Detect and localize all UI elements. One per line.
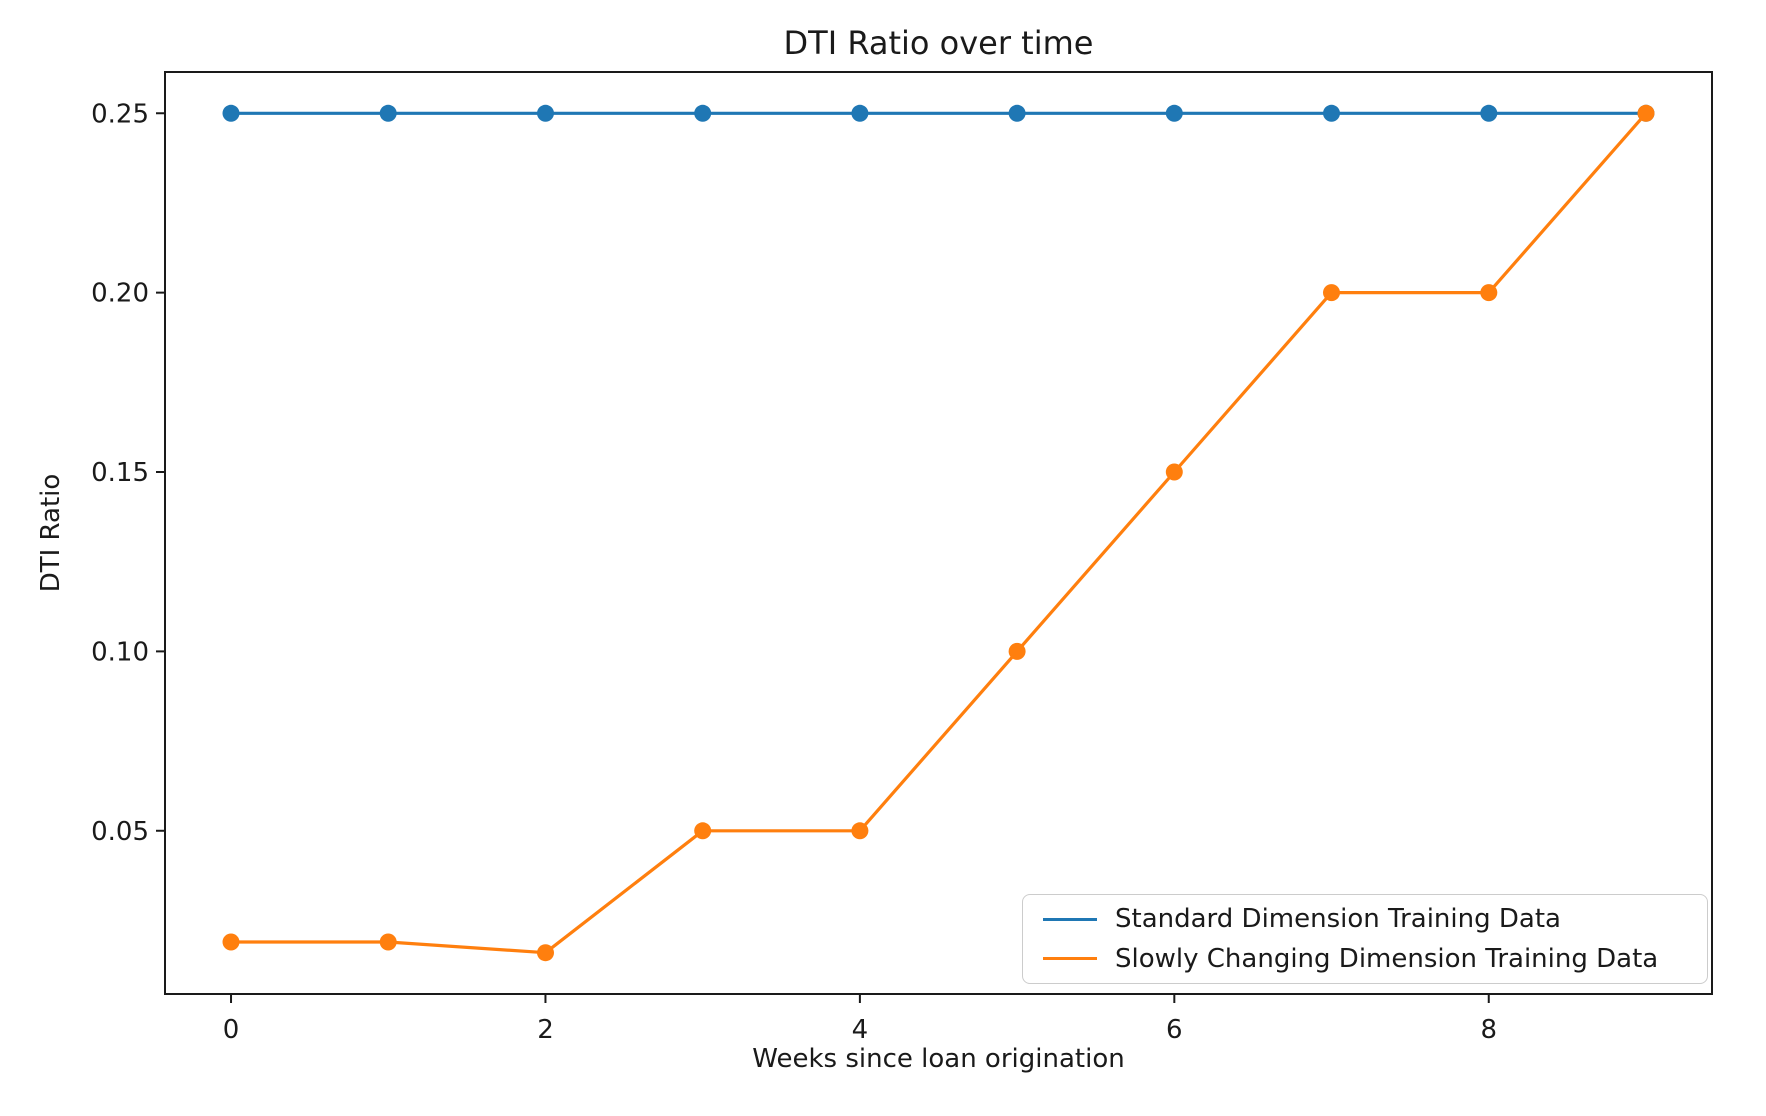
chart-title: DTI Ratio over time xyxy=(783,24,1094,62)
legend-label: Standard Dimension Training Data xyxy=(1115,904,1561,935)
series-marker-1 xyxy=(537,944,554,962)
series-marker-0 xyxy=(379,104,397,122)
x-axis-label: Weeks since loan origination xyxy=(752,1044,1125,1074)
series-marker-0 xyxy=(1480,104,1498,122)
legend-label: Slowly Changing Dimension Training Data xyxy=(1115,943,1659,974)
y-tick-label: 0.10 xyxy=(91,637,149,667)
series-marker-1 xyxy=(1165,463,1183,481)
series-marker-1 xyxy=(379,933,397,951)
series-marker-0 xyxy=(222,104,240,122)
series-marker-0 xyxy=(1323,104,1340,122)
plot-border xyxy=(164,71,1713,995)
legend-line-swatch-orange xyxy=(1043,956,1097,961)
x-tick-label: 6 xyxy=(1166,1015,1183,1045)
series-marker-1 xyxy=(1008,642,1026,660)
series-marker-0 xyxy=(851,104,869,122)
x-tick-label: 4 xyxy=(852,1015,869,1045)
series-marker-1 xyxy=(222,933,240,951)
y-tick-label: 0.15 xyxy=(91,458,149,488)
series-line-1 xyxy=(229,111,1648,955)
x-tick-label: 0 xyxy=(223,1015,240,1045)
series-marker-0 xyxy=(1008,104,1026,122)
x-tick-label: 8 xyxy=(1480,1015,1497,1045)
y-tick-label: 0.25 xyxy=(91,99,149,129)
y-tick-label: 0.20 xyxy=(91,279,149,309)
series-marker-1 xyxy=(694,822,712,840)
series-marker-0 xyxy=(537,104,554,122)
series-marker-1 xyxy=(1323,284,1340,302)
legend-item-slowly-changing-dimension: Slowly Changing Dimension Training Data xyxy=(1043,944,1707,974)
legend: Standard Dimension Training Data Slowly … xyxy=(1022,894,1708,984)
y-axis-label: DTI Ratio xyxy=(36,473,66,593)
series-marker-1 xyxy=(851,822,869,840)
legend-item-standard-dimension: Standard Dimension Training Data xyxy=(1043,904,1707,934)
x-tick-label: 2 xyxy=(537,1015,554,1045)
series-marker-1 xyxy=(1480,284,1498,302)
series-marker-1 xyxy=(1637,104,1655,122)
y-tick-label: 0.05 xyxy=(91,817,149,847)
legend-line-swatch-blue xyxy=(1043,917,1097,922)
series-marker-0 xyxy=(694,104,712,122)
series-marker-0 xyxy=(1165,104,1183,122)
